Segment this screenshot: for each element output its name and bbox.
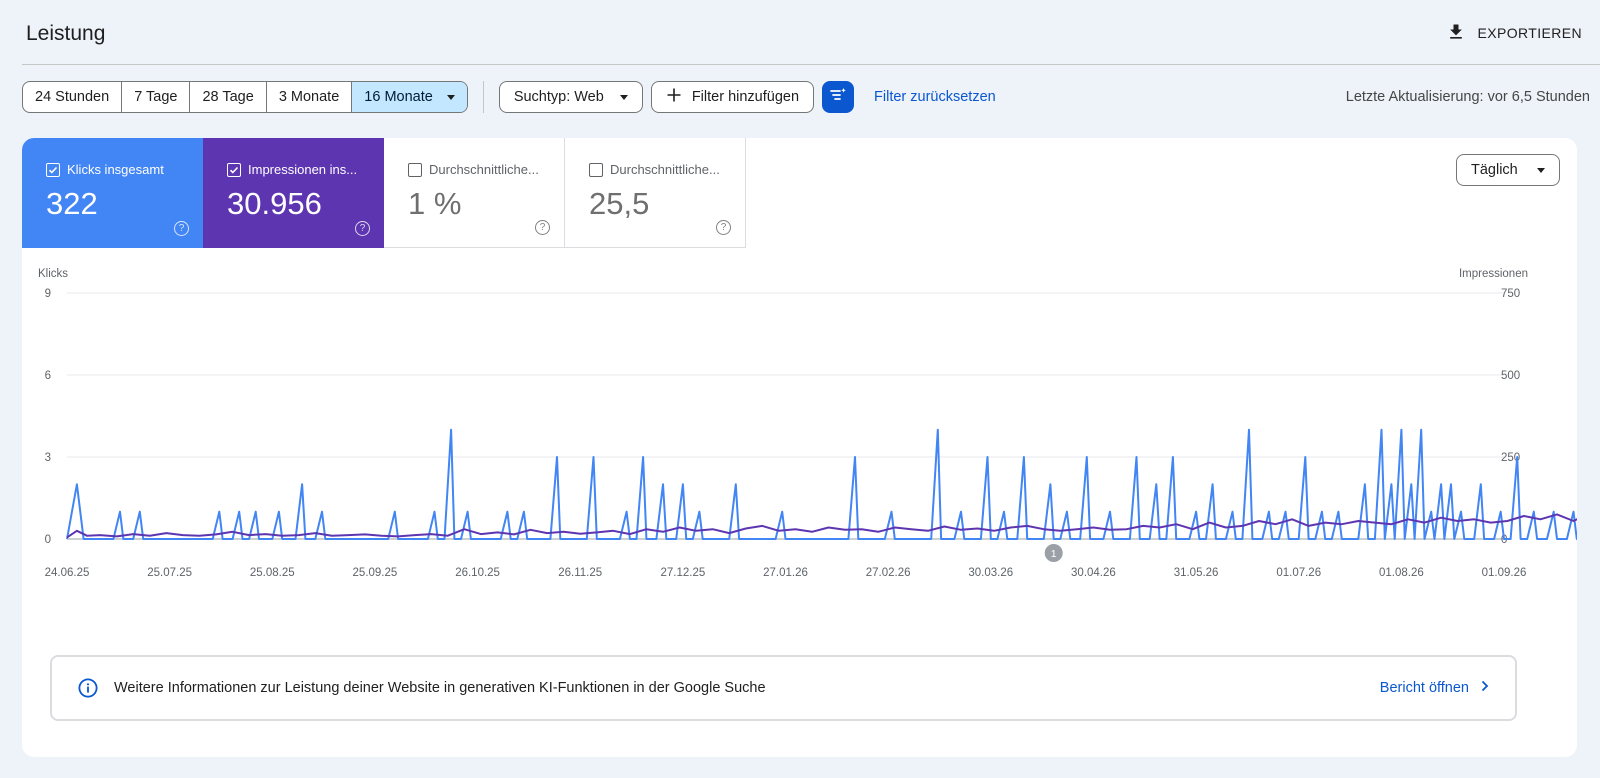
filter-settings-button[interactable] <box>822 81 855 113</box>
metric-value: 25,5 <box>589 186 650 221</box>
filter-sparkle-icon <box>829 86 847 109</box>
chevron-down-icon <box>446 94 455 100</box>
chevron-right-icon <box>1481 680 1489 696</box>
search-type-label: Suchtyp: Web <box>513 89 604 105</box>
export-label: EXPORTIEREN <box>1477 25 1582 41</box>
range-16m[interactable]: 16 Monate <box>352 82 467 112</box>
range-7d[interactable]: 7 Tage <box>122 82 191 112</box>
range-28d[interactable]: 28 Tage <box>190 82 267 112</box>
metric-label: Impressionen ins... <box>248 162 358 177</box>
x-tick-label: 30.03.26 <box>968 567 1013 579</box>
metric-value: 30.956 <box>227 186 322 221</box>
metric-tiles: Klicks insgesamt 322 ? Impressionen ins.… <box>22 138 746 248</box>
range-3m[interactable]: 3 Monate <box>267 82 353 112</box>
metric-position[interactable]: Durchschnittliche... 25,5 ? <box>565 138 746 248</box>
x-tick-label: 01.09.26 <box>1482 567 1527 579</box>
metric-ctr[interactable]: Durchschnittliche... 1 % ? <box>384 138 565 248</box>
help-icon[interactable]: ? <box>355 221 370 236</box>
checkbox-unchecked-icon <box>408 162 422 177</box>
checkbox-checked-icon <box>227 162 241 177</box>
add-filter-button[interactable]: Filter hinzufügen <box>650 81 815 113</box>
add-filter-label: Filter hinzufügen <box>691 89 800 105</box>
performance-chart: Klicks Impressionen0369025050075024.06.25… <box>38 268 1577 579</box>
x-tick-label: 25.07.25 <box>147 567 192 579</box>
y-right-axis-title: Impressionen <box>1459 268 1528 280</box>
help-icon[interactable]: ? <box>535 220 550 235</box>
checkbox-checked-icon <box>46 162 60 177</box>
help-icon[interactable]: ? <box>716 220 731 235</box>
date-range-selector: 24 Stunden 7 Tage 28 Tage 3 Monate 16 Mo… <box>22 81 468 113</box>
x-tick-label: 31.05.26 <box>1174 567 1219 579</box>
metric-label: Durchschnittliche... <box>610 162 720 177</box>
download-icon <box>1446 22 1466 45</box>
metric-clicks[interactable]: Klicks insgesamt 322 ? <box>22 138 203 248</box>
x-tick-label: 01.08.26 <box>1379 567 1424 579</box>
x-tick-label: 26.11.25 <box>558 567 602 579</box>
search-type-dropdown[interactable]: Suchtyp: Web <box>498 81 643 113</box>
x-tick-label: 26.10.25 <box>455 567 500 579</box>
x-tick-label: 27.12.25 <box>660 567 705 579</box>
granularity-label: Täglich <box>1471 162 1518 178</box>
x-tick-label: 27.01.26 <box>763 567 808 579</box>
y-right-tick-label: 250 <box>1501 452 1520 464</box>
annotation-label: 1 <box>1051 548 1057 560</box>
header-divider <box>22 64 1600 65</box>
metric-impressions[interactable]: Impressionen ins... 30.956 ? <box>203 138 384 248</box>
series-line-impressionen <box>66 513 1577 539</box>
toolbar-divider <box>482 81 484 113</box>
chevron-down-icon <box>1537 167 1545 173</box>
checkbox-unchecked-icon <box>589 162 603 177</box>
performance-card: Klicks insgesamt 322 ? Impressionen ins.… <box>22 138 1577 757</box>
plus-icon <box>666 87 682 107</box>
chevron-down-icon <box>619 94 628 100</box>
metric-label: Durchschnittliche... <box>429 162 539 177</box>
info-icon <box>78 678 98 698</box>
page-title: Leistung <box>26 22 106 45</box>
export-button[interactable]: EXPORTIEREN <box>1446 20 1583 46</box>
series-line-klicks <box>66 428 1577 540</box>
x-tick-label: 24.06.25 <box>45 567 90 579</box>
y-right-tick-label: 500 <box>1501 370 1520 382</box>
range-24h[interactable]: 24 Stunden <box>23 82 123 112</box>
y-left-axis-title: Klicks <box>38 268 68 280</box>
info-text: Weitere Informationen zur Leistung deine… <box>114 680 766 696</box>
open-report-link[interactable]: Bericht öffnen <box>1380 680 1489 696</box>
metric-value: 322 <box>46 186 98 221</box>
annotation-marker <box>1044 544 1063 562</box>
x-tick-label: 30.04.26 <box>1071 567 1116 579</box>
last-update-text: Letzte Aktualisierung: vor 6,5 Stunden <box>1345 89 1590 105</box>
reset-filter-link[interactable]: Filter zurücksetzen <box>874 89 996 105</box>
metric-value: 1 % <box>408 186 462 221</box>
y-left-tick-label: 6 <box>45 370 51 382</box>
toolbar: 24 Stunden 7 Tage 28 Tage 3 Monate 16 Mo… <box>22 81 1592 113</box>
y-left-tick-label: 3 <box>45 452 51 464</box>
help-icon[interactable]: ? <box>174 221 189 236</box>
y-left-tick-label: 0 <box>45 534 51 546</box>
page-header: Leistung EXPORTIEREN <box>0 0 1600 66</box>
x-tick-label: 01.07.26 <box>1276 567 1321 579</box>
open-report-label: Bericht öffnen <box>1379 680 1469 696</box>
x-tick-label: 25.08.25 <box>250 567 295 579</box>
y-left-tick-label: 9 <box>45 288 51 300</box>
y-right-tick-label: 750 <box>1501 288 1520 300</box>
x-tick-label: 25.09.25 <box>353 567 398 579</box>
x-tick-label: 27.02.26 <box>866 567 911 579</box>
metric-label: Klicks insgesamt <box>67 162 164 177</box>
info-banner: Weitere Informationen zur Leistung deine… <box>50 655 1517 721</box>
granularity-dropdown[interactable]: Täglich <box>1456 154 1560 186</box>
